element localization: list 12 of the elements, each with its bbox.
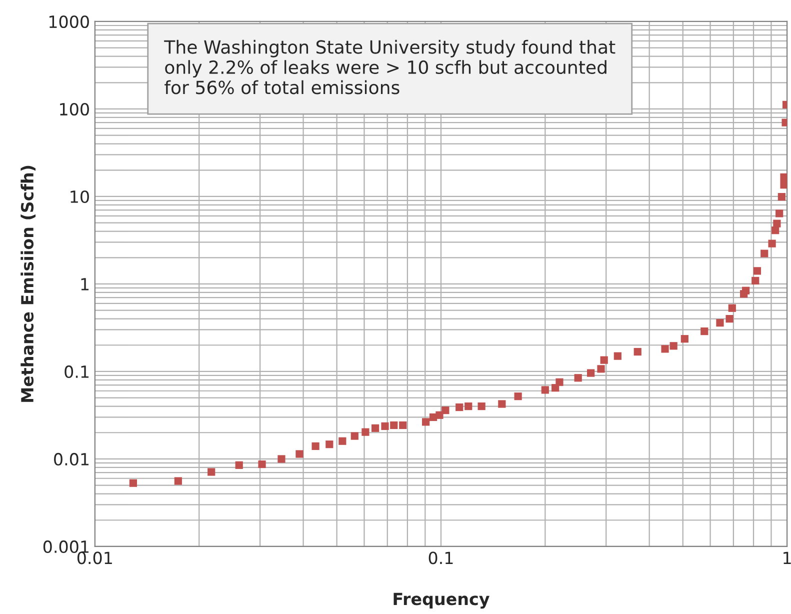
x-tick-label: 1 <box>784 552 791 564</box>
y-tick-label: 100 <box>60 102 89 116</box>
y-tick-label: 0.01 <box>54 452 89 466</box>
y-tick-label: 1 <box>81 278 89 290</box>
y-tick-label: 0.1 <box>64 365 89 378</box>
y-tick-label: 10 <box>70 190 89 204</box>
x-axis-title: Frequency <box>394 592 490 609</box>
annotation: The Washington State University study found that only 2.2% of leaks were > 10 scfh but accounted for 56% of total emissions <box>164 40 616 94</box>
y-axis-title: Methance Emisiion (Scfh) <box>20 166 36 402</box>
y-tick-label: 0.001 <box>43 540 89 554</box>
x-tick-label: 0.1 <box>428 552 453 564</box>
y-tick-label: 1000 <box>49 15 89 28</box>
